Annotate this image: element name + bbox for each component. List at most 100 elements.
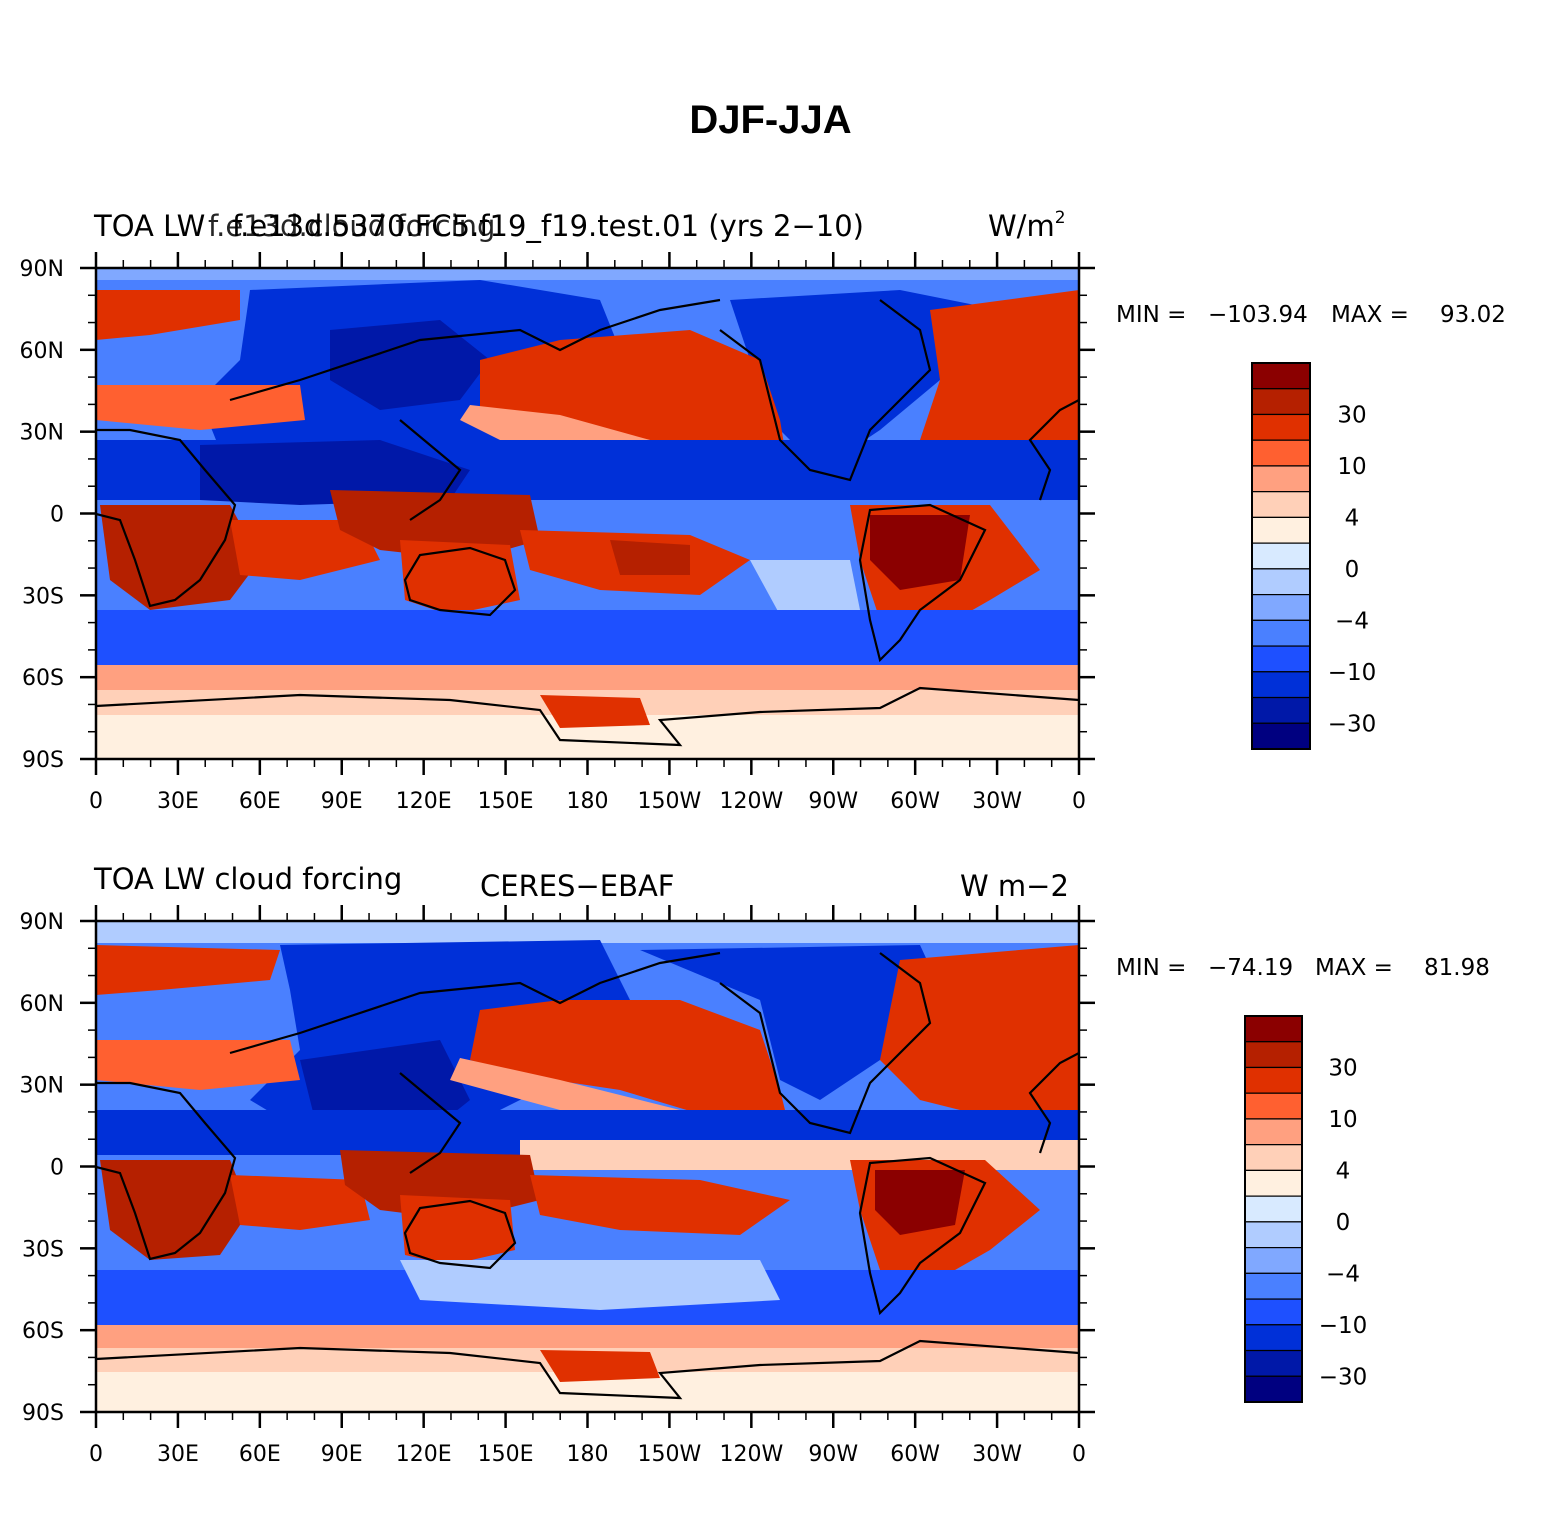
panel-obs-center-title: CERES−EBAF <box>480 869 675 903</box>
panel-model-axes: 0 30E 60E 90E 120E 150E 180 150W 120W 90W 60W 30W 09… <box>20 252 1095 814</box>
panel-model-colorbar-box <box>1251 645 1311 673</box>
panel-obs: TOA LW cloud forcing CERES−EBAF W m−2 <box>20 862 1490 1467</box>
panel-obs-colorbar-box <box>1244 1092 1303 1120</box>
panel-obs-north-america-blue <box>640 945 950 1100</box>
panel-model-ytick-label: 90N <box>20 257 64 282</box>
panel-model-colorbar-box <box>1251 671 1311 699</box>
panel-obs-colorbar-box <box>1244 1169 1303 1197</box>
panel-obs-southern-red-band <box>96 1325 1079 1350</box>
panel-obs-coastlines <box>96 951 1079 1400</box>
panel-model-xtick-label: 30E <box>157 789 199 814</box>
panel-model-southern-light <box>96 665 1079 690</box>
panel-model-north-america-blue <box>730 290 1000 470</box>
panel-obs-xtick-label: 180 <box>567 1442 609 1467</box>
panel-obs-europe-red <box>96 1040 300 1090</box>
panel-obs-amazon-core <box>875 1170 965 1235</box>
panel-model-xtick-label: 60W <box>890 789 940 814</box>
panel-obs-colorbar-label: 0 <box>1336 1210 1351 1236</box>
panel-obs-colorbar-box <box>1244 1375 1303 1403</box>
panel-obs-xtick-label: 150W <box>638 1442 702 1467</box>
panel-model-amazon-core <box>870 515 970 590</box>
panel-obs-arctic-band <box>96 921 1079 943</box>
panel-model-max-label: MAX = <box>1331 302 1409 328</box>
figure-title: DJF-JJA <box>689 98 852 142</box>
panel-obs-africa-red <box>100 1160 250 1260</box>
panel-model-atlantic-high-red <box>96 290 240 340</box>
panel-model-indian-deep <box>200 440 470 505</box>
panel-model-xtick-label: 90W <box>808 789 858 814</box>
panel-model-units-sup: 2 <box>1055 208 1066 228</box>
panel-obs-colorbar-box <box>1244 1272 1303 1300</box>
panel-obs-xtick-label: 90W <box>808 1442 858 1467</box>
panel-model-overlap-title: f.e13d.cloud forcing <box>208 209 495 243</box>
panel-model-ytick-label: 30S <box>22 584 64 609</box>
panel-obs-ross-red <box>540 1350 660 1382</box>
panel-model-colorbar-label: 4 <box>1345 505 1360 531</box>
panel-obs-xtick-label: 60E <box>239 1442 281 1467</box>
panel-obs-north-pacific-red <box>470 1000 790 1130</box>
panel-model-coastlines <box>96 298 1079 747</box>
panel-model-colorbar-label: −10 <box>1328 660 1377 686</box>
panel-model-australia-red <box>400 540 520 615</box>
panel-model-xtick-label: 30W <box>972 789 1022 814</box>
panel-model-center-title: f.e13d.5370.FC5.f19_f19.test.01 (yrs 2−1… <box>232 209 864 243</box>
panel-obs-left-title: TOA LW cloud forcing <box>93 862 402 896</box>
panel-obs-min-label: MIN = <box>1116 955 1186 981</box>
panel-model-colorbar-box <box>1251 388 1311 416</box>
panel-model-colorbar-box <box>1251 516 1311 544</box>
panel-model-xtick-label: 150W <box>638 789 702 814</box>
panel-obs-max-label: MAX = <box>1315 955 1393 981</box>
panel-obs-ytick-label: 90N <box>20 910 64 935</box>
panel-obs-colorbar-label: −10 <box>1319 1313 1368 1339</box>
panel-obs-axes: 0 30E 60E 90E 120E 150E 180 150W 120W 90W 60W 30W 09… <box>20 905 1095 1467</box>
panel-model-colorbar-box <box>1251 413 1311 441</box>
panel-model-colorbar-box <box>1251 722 1311 750</box>
panel-model-xtick-label: 60E <box>239 789 281 814</box>
panel-obs-southern-light <box>400 1260 780 1310</box>
panel-model-colorbar-box <box>1251 465 1311 493</box>
panel-obs-xtick-label: 30E <box>157 1442 199 1467</box>
panel-model-maritime-red <box>330 490 540 560</box>
panel-obs-xtick-label: 0 <box>89 1442 103 1467</box>
panel-obs-ytick-label: 30N <box>20 1074 64 1099</box>
panel-model-min-label: MIN = <box>1116 302 1186 328</box>
panel-model-colorbar-label: 0 <box>1345 557 1360 583</box>
panel-obs-xtick-label: 150E <box>478 1442 534 1467</box>
panel-model-xtick-label: 120E <box>396 789 452 814</box>
panel-obs-colorbar-box <box>1244 1118 1303 1146</box>
panel-obs-colorbar-box <box>1244 1246 1303 1274</box>
panel-obs-xtick-label: 0 <box>1072 1442 1086 1467</box>
panel-model-colorbar-box <box>1251 568 1311 596</box>
panel-model-colorbar-label: −4 <box>1335 608 1369 634</box>
panel-obs-colorbar-label: −30 <box>1319 1364 1368 1390</box>
panel-model-europe-red <box>96 385 305 430</box>
panel-obs-colorbar-label: 10 <box>1328 1107 1357 1133</box>
panel-obs-atlantic-high-red <box>96 945 280 995</box>
panel-model-xtick-label: 180 <box>567 789 609 814</box>
panel-obs-colorbar-label: 30 <box>1328 1055 1357 1081</box>
panel-model-south-indian-red <box>230 520 380 580</box>
panel-model-colorbar-label: 30 <box>1337 402 1366 428</box>
panel-obs-colorbar-box <box>1244 1066 1303 1094</box>
panel-model-southern-ocean <box>96 610 1079 670</box>
panel-obs-north-atlantic-red <box>880 945 1079 1120</box>
panel-obs-ytick-label: 90S <box>22 1401 64 1426</box>
panel-model-siberia-deep <box>330 320 490 410</box>
panel-model-ytick-label: 30N <box>20 421 64 446</box>
panel-obs-colorbar-box <box>1244 1144 1303 1171</box>
panel-model-ross-red <box>540 695 650 728</box>
panel-obs-xtick-label: 90E <box>321 1442 363 1467</box>
panel-obs-xtick-label: 120W <box>719 1442 783 1467</box>
panel-obs-ytick-label: 60S <box>22 1319 64 1344</box>
panel-model-ytick-label: 60S <box>22 666 64 691</box>
panel-model-xtick-label: 120W <box>719 789 783 814</box>
panel-obs-ytick-label: 60N <box>20 992 64 1017</box>
panel-model-units-base: W/m <box>988 209 1055 243</box>
panel-model-colorbar: 30 10 4 0 −4 −10 −30 <box>1251 362 1377 750</box>
panel-model-xtick-label: 0 <box>89 789 103 814</box>
panel-obs-xtick-label: 30W <box>972 1442 1022 1467</box>
panel-obs-colorbar-label: −4 <box>1326 1261 1360 1287</box>
panel-obs-spcz-red <box>530 1175 790 1235</box>
panel-obs-australia-red <box>400 1195 515 1265</box>
